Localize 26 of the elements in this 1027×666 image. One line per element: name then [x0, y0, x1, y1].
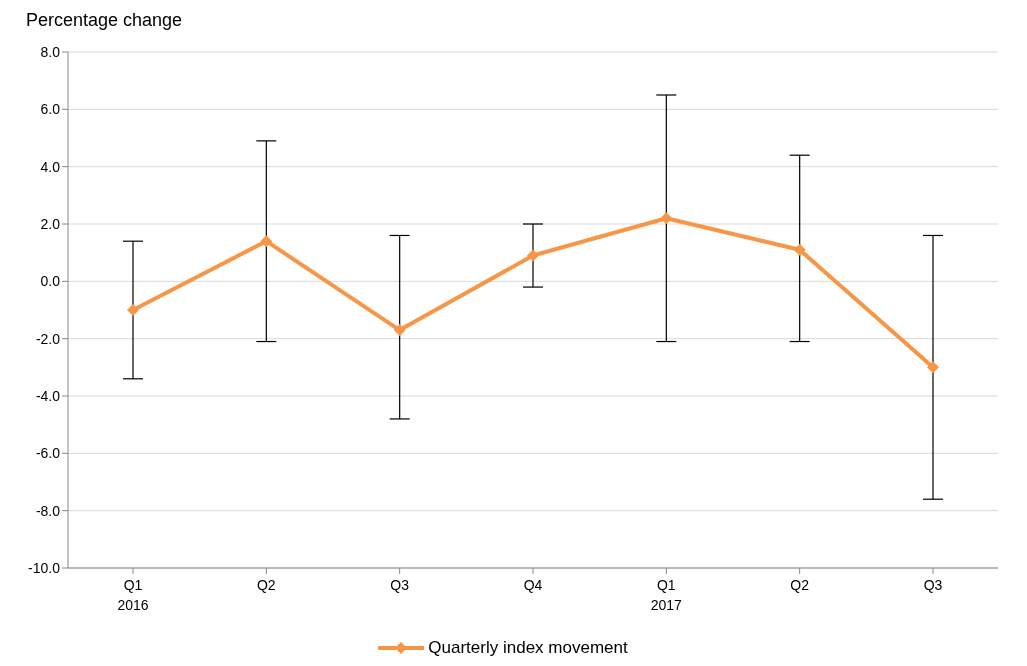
point [927, 361, 939, 374]
y-tick-label: -8.0 [35, 502, 61, 519]
legend-label: Quarterly index movement [427, 638, 628, 658]
point [393, 324, 406, 337]
point [527, 249, 539, 262]
y-tick-label: 8.0 [40, 43, 61, 60]
x-tick-label: Q2 [256, 577, 276, 593]
x-tick-label: Q2 [790, 577, 810, 593]
y-tick-label: -2.0 [35, 330, 61, 347]
point [660, 212, 673, 225]
point [793, 243, 806, 256]
point [260, 235, 273, 248]
y-tick-label: 4.0 [40, 158, 61, 175]
y-axis-title: Percentage change [26, 10, 183, 31]
x-tick-label: Q4 [523, 577, 543, 593]
y-tick-label: 6.0 [40, 101, 61, 118]
y-tick-label: -10.0 [28, 559, 61, 576]
x-tick-label: Q3 [390, 577, 410, 593]
y-tick-label: 0.0 [40, 273, 61, 290]
x-tick-label: Q1 2017 [650, 577, 683, 613]
y-tick-label: -4.0 [35, 387, 61, 404]
y-tick-label: -6.0 [35, 445, 61, 462]
x-tick-label: Q1 2016 [117, 577, 149, 613]
y-tick-label: 2.0 [40, 215, 61, 232]
x-tick-label: Q3 [923, 577, 943, 593]
point [127, 304, 139, 316]
